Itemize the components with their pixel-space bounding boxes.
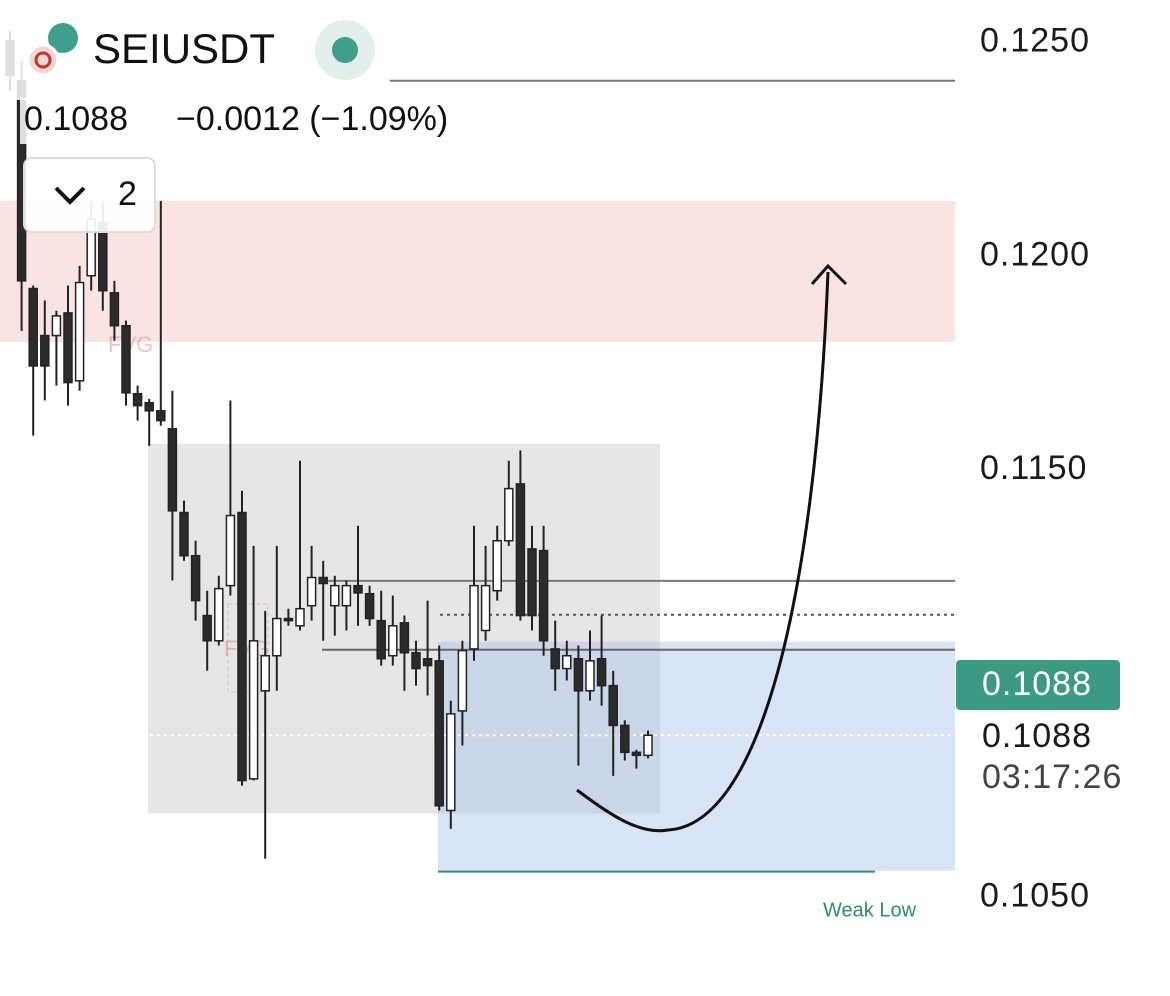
candle-body	[167, 428, 178, 512]
y-tick-label: 0.1150	[980, 449, 1087, 487]
candle-body	[585, 660, 595, 692]
candle-body	[51, 315, 62, 337]
candle-body	[144, 401, 154, 412]
candle-body	[202, 614, 212, 642]
projection-arrow	[576, 271, 830, 833]
candle-body	[28, 287, 38, 367]
coin-icon	[26, 43, 60, 77]
candle-body	[643, 734, 653, 757]
candle-body	[121, 324, 131, 394]
candle-body	[550, 648, 560, 670]
arrow-head	[810, 263, 848, 286]
candle-body	[214, 587, 224, 642]
header-price: 0.1088	[24, 100, 128, 138]
candle-body	[480, 584, 491, 632]
candles	[5, 30, 653, 859]
candle-body	[179, 511, 189, 557]
candle-body	[620, 724, 630, 754]
candle-body	[527, 548, 537, 617]
candle-body	[283, 617, 294, 622]
candle-body	[272, 617, 282, 657]
candle-body	[457, 649, 468, 712]
levels: Weak Low	[150, 79, 955, 921]
zones: FVGFVG	[0, 200, 955, 871]
candle-body	[515, 483, 526, 617]
symbol[interactable]: SEIUSDT	[93, 25, 275, 72]
countdown: 03:17:26	[982, 758, 1122, 796]
coin-icon-mark	[34, 51, 52, 69]
candle-body	[132, 392, 143, 407]
candle-body	[562, 654, 572, 670]
candle-body	[504, 487, 514, 542]
candle-body	[434, 660, 444, 807]
candle-body	[596, 657, 607, 687]
candle-body	[225, 514, 236, 587]
candle-body	[422, 657, 433, 667]
candle-body	[492, 539, 502, 592]
weak-low-label: Weak Low	[823, 899, 917, 921]
zone	[0, 200, 955, 342]
candle-body	[63, 312, 73, 384]
candle-body	[237, 511, 247, 782]
candle-body	[248, 640, 259, 780]
fvg-box	[227, 603, 269, 693]
candle-body	[608, 684, 618, 727]
chevron[interactable]	[54, 186, 86, 205]
candle-body	[318, 576, 328, 585]
candle-body	[364, 593, 375, 620]
candle-body	[295, 607, 305, 627]
candle-body	[74, 281, 85, 382]
indicator-count[interactable]: 2	[118, 175, 137, 213]
exchange-icon[interactable]	[48, 23, 78, 53]
indicator-toggle[interactable]	[23, 157, 156, 233]
candle-body	[260, 654, 270, 692]
header-change: −0.0012 (−1.09%)	[176, 100, 448, 138]
y-tick-label: 0.1200	[980, 235, 1090, 273]
y-tick-label: 0.1250	[980, 22, 1090, 60]
ohlc-bg	[20, 98, 520, 144]
candle-body	[190, 554, 201, 602]
price-axis: 0.12500.12000.11500.10500.10880.108803:1…	[956, 22, 1122, 915]
candle-body	[109, 292, 120, 327]
candle-body	[411, 651, 421, 670]
candle-body	[538, 549, 549, 642]
y-tick-label: 0.1050	[980, 877, 1090, 915]
candle-body	[156, 410, 166, 422]
candle-body	[376, 619, 386, 660]
overlay: SEIUSDT 0.1088 −0.0012 (−1.09%) 2	[20, 20, 848, 833]
candle-body	[330, 584, 340, 607]
candle-body	[306, 576, 317, 607]
candle-body	[341, 584, 352, 607]
candle-body	[631, 751, 642, 757]
candle-body	[573, 657, 584, 692]
price-tag-label: 0.1088	[982, 665, 1092, 703]
candle-body	[388, 625, 398, 657]
candle-body	[399, 622, 410, 654]
candle-body	[353, 584, 363, 594]
price-label: 0.1088	[982, 717, 1092, 755]
zone	[438, 641, 955, 871]
candle-body	[446, 713, 456, 812]
candle-body	[469, 584, 479, 650]
candle-body	[40, 334, 50, 367]
price-tag	[956, 660, 1120, 710]
status-dot	[332, 37, 358, 63]
